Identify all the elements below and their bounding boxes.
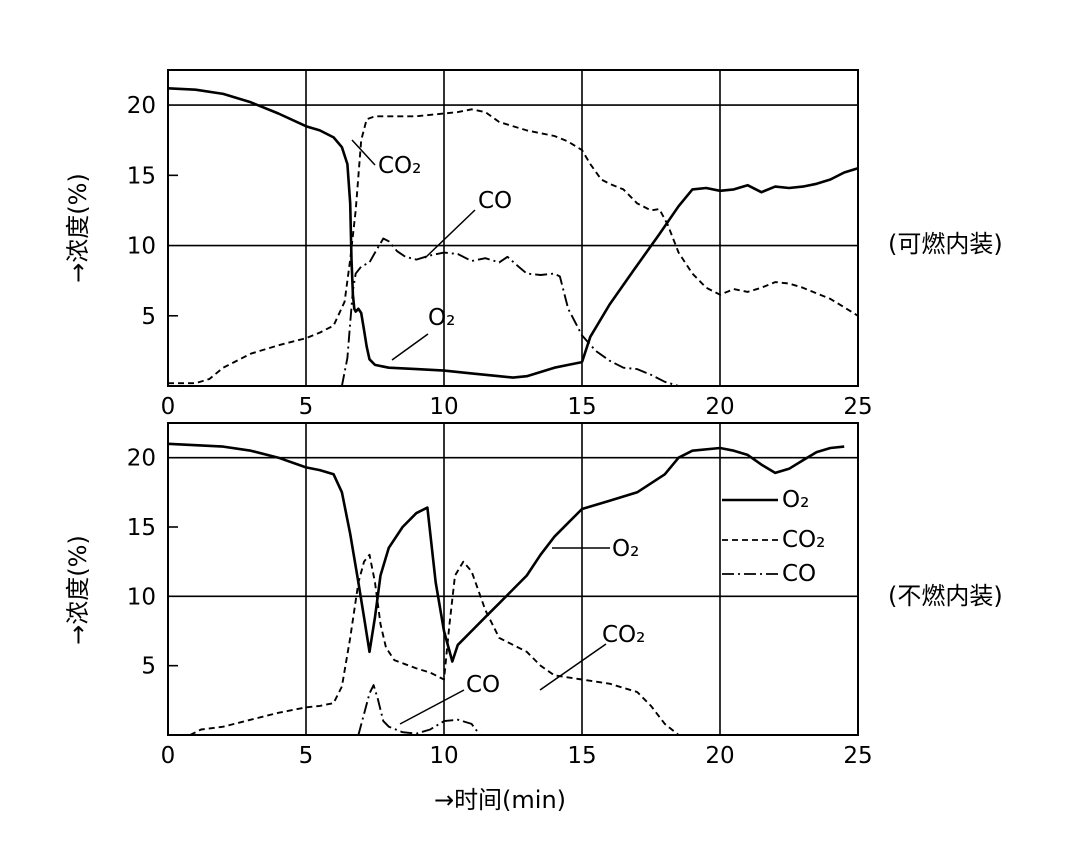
upper-grid	[168, 70, 858, 386]
x-tick-label-0: 0	[161, 394, 176, 420]
series-line-o2-1	[580, 167, 859, 363]
y-tick-label-10: 10	[127, 234, 156, 260]
lower-ticks: 0 5 10 15 20 25 5 10 15 20	[127, 446, 873, 769]
series-line-co-3	[340, 237, 679, 387]
legend-co-label: CO	[782, 561, 816, 587]
upper-o2-annotation: O₂	[428, 305, 455, 331]
legend-co2-label: CO₂	[782, 527, 825, 553]
y-tick-label-15: 15	[127, 515, 156, 541]
upper-plot-frame	[167, 69, 859, 387]
x-tick-label-15: 15	[567, 743, 596, 769]
x-tick-label-25: 25	[843, 743, 872, 769]
lower-y-axis-label: →浓度(%)	[64, 535, 92, 645]
x-tick-label-20: 20	[705, 743, 734, 769]
y-tick-label-10: 10	[127, 584, 156, 610]
lower-co2-leader-line	[539, 643, 607, 691]
upper-panel: 0 5 10 15 20 25 5 10 15 20 →浓度(%) (可燃内装) CO₂ CO O…	[64, 69, 1003, 420]
upper-co-annotation: CO	[478, 188, 512, 214]
x-tick-label-10: 10	[429, 394, 458, 420]
lower-co2-annotation: CO₂	[602, 622, 645, 648]
x-tick-label-20: 20	[705, 394, 734, 420]
lower-panel: 0 5 10 15 20 25 5 10 15 20 →浓度(%) (不燃内装) →时间(min)…	[64, 422, 1003, 814]
upper-co2-leader-line	[351, 139, 376, 166]
lower-series-group	[167, 442, 845, 736]
lower-co-leader-line	[399, 689, 465, 725]
x-tick-label-15: 15	[567, 394, 596, 420]
upper-series-group	[167, 87, 859, 387]
upper-co-leader-line	[424, 209, 476, 259]
upper-ticks: 0 5 10 15 20 25 5 10 15 20	[127, 93, 873, 420]
lower-grid	[168, 423, 858, 735]
series-line-co2-2	[168, 108, 859, 385]
y-tick-label-5: 5	[141, 304, 156, 330]
series-line-o2-0	[167, 442, 845, 663]
x-axis-label: →时间(min)	[434, 786, 566, 814]
x-tick-label-25: 25	[843, 394, 872, 420]
upper-co2-annotation: CO₂	[378, 153, 421, 179]
y-tick-label-5: 5	[141, 654, 156, 680]
series-line-o2-0	[167, 87, 583, 379]
lower-side-label: (不燃内装)	[888, 582, 1003, 610]
series-line-co-2	[357, 684, 481, 736]
upper-y-axis-label: →浓度(%)	[64, 173, 92, 283]
y-tick-label-20: 20	[127, 446, 156, 472]
upper-side-label: (可燃内装)	[888, 230, 1003, 258]
y-tick-label-15: 15	[127, 163, 156, 189]
lower-o2-annotation: O₂	[612, 536, 639, 562]
legend-o2-label: O₂	[782, 487, 809, 513]
x-tick-label-5: 5	[299, 394, 314, 420]
x-tick-label-0: 0	[161, 743, 176, 769]
legend: O₂ CO₂ CO	[722, 487, 825, 587]
x-tick-label-5: 5	[299, 743, 314, 769]
lower-co-annotation: CO	[466, 672, 500, 698]
lower-plot-frame	[167, 422, 859, 736]
x-tick-label-10: 10	[429, 743, 458, 769]
y-tick-label-20: 20	[127, 93, 156, 119]
upper-o2-leader-line	[391, 333, 429, 361]
